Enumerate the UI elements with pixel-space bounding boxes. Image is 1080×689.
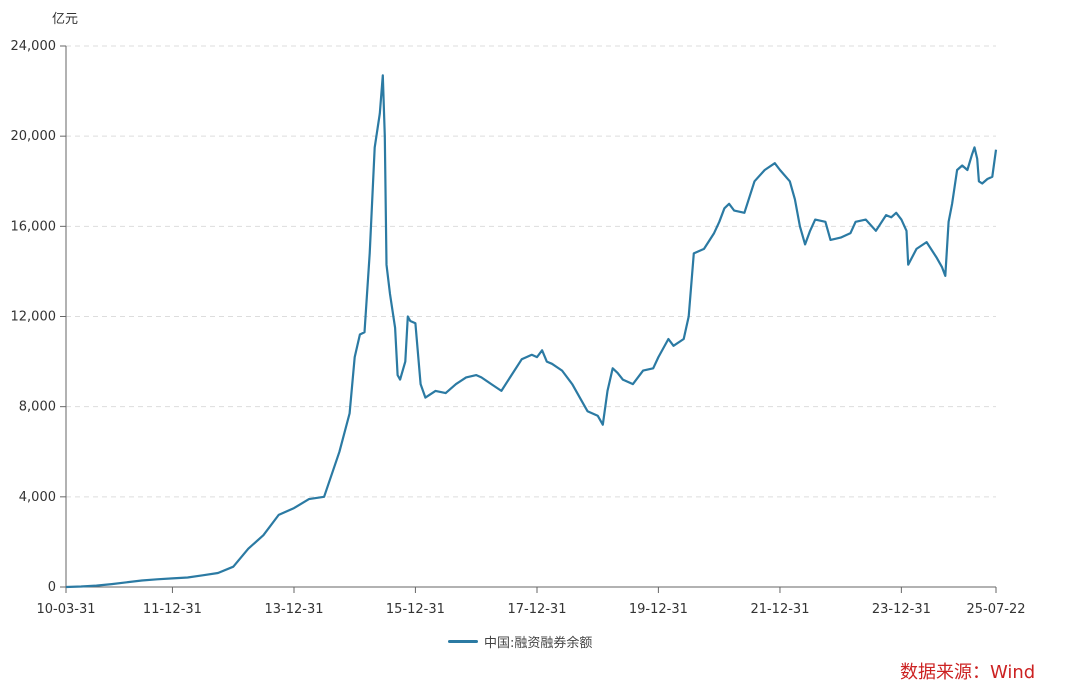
y-tick-label: 24,000 [11,39,57,54]
y-tick-label: 20,000 [11,129,57,144]
x-tick-label: 25-07-22 [966,602,1025,617]
y-tick-label: 8,000 [19,400,56,415]
y-tick-label: 4,000 [19,490,56,505]
source-note: 数据来源：Wind [900,662,1036,683]
x-tick-label: 15-12-31 [386,602,445,617]
legend[interactable]: 中国:融资融券余额 [448,632,592,651]
x-tick-label: 11-12-31 [143,602,202,617]
legend-swatch [448,640,478,643]
x-tick-label: 10-03-31 [36,602,95,617]
x-tick-label: 13-12-31 [265,602,324,617]
y-tick-label: 12,000 [11,310,57,325]
y-axis-unit-label: 亿元 [52,12,79,27]
x-tick-label: 17-12-31 [507,602,566,617]
legend-label: 中国:融资融券余额 [484,636,593,651]
x-tick-label: 19-12-31 [629,602,688,617]
y-tick-label: 0 [48,580,56,595]
series-line [65,74,998,589]
x-tick-label: 23-12-31 [872,602,931,617]
x-tick-label: 21-12-31 [750,602,809,617]
y-tick-label: 16,000 [11,219,57,234]
